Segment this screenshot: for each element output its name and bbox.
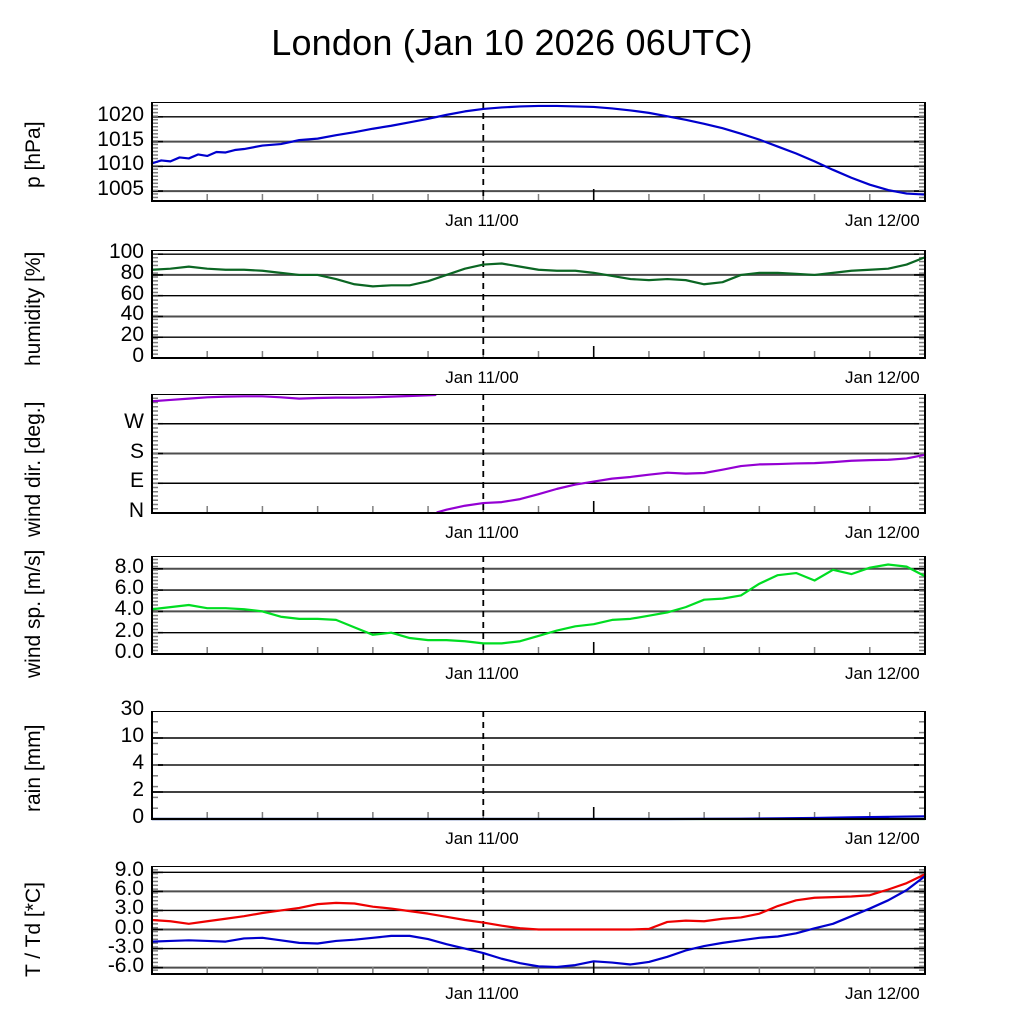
y-tick-label: 8.0 (114, 554, 144, 578)
y-tick-label: 100 (108, 240, 144, 264)
plot-wind-direction[interactable] (0, 394, 1024, 571)
series-wind-speed (150, 563, 927, 645)
y-tick-label: 2 (132, 778, 144, 801)
plot-frame (151, 394, 926, 514)
y-tick-label: 1015 (97, 127, 144, 151)
y-tick-label: N (128, 499, 144, 522)
x-tick-label: Jan 12/00 (845, 984, 920, 1003)
y-axis-label: wind dir. [deg.] (22, 401, 45, 537)
y-tick-label: 2.0 (114, 618, 144, 642)
x-tick-label: Jan 11/00 (445, 523, 519, 542)
y-tick-label: -6.0 (107, 953, 144, 977)
plot-frame (151, 556, 926, 655)
panel-rain: 0 2 4 10 30 rain [mm] Jan 11/00 Jan 12/00 (0, 697, 1024, 877)
y-tick-label: 30 (120, 697, 144, 720)
plot-frame (151, 711, 926, 820)
y-tick-label: -3.0 (107, 934, 144, 958)
panel-pressure: 1005 1010 1015 1020 p [hPa] Jan 11/00 Jan 12/0… (0, 102, 1024, 259)
y-tick-label: 10 (120, 724, 144, 747)
plot-frame (151, 866, 926, 975)
series-dewpoint (150, 875, 927, 969)
y-axis-label: wind sp. [m/s] (22, 549, 45, 678)
plot-temperature[interactable] (0, 866, 1024, 1024)
y-tick-label: S (129, 439, 144, 463)
y-tick-label: 0.0 (114, 915, 144, 939)
y-tick-label: 40 (120, 302, 144, 326)
y-axis-label: T / Td [*C] (22, 882, 45, 978)
y-tick-label: 20 (120, 323, 144, 347)
x-tick-label: Jan 12/00 (845, 211, 920, 230)
x-tick-label: Jan 12/00 (845, 523, 920, 542)
y-tick-label: 4 (132, 751, 144, 774)
plot-humidity[interactable] (0, 250, 1024, 416)
y-tick-label: 6.0 (114, 576, 144, 600)
y-tick-label: 0.0 (114, 640, 144, 663)
y-axis-label: p [hPa] (22, 121, 45, 188)
plot-rain[interactable] (0, 711, 1024, 877)
plot-frame (151, 250, 926, 359)
x-tick-label: Jan 11/00 (445, 664, 519, 683)
panel-temperature: -6.0 -3.0 0.0 3.0 6.0 9.0 T / Td [*C] Jan 11/00… (0, 858, 1024, 1024)
plot-wind-speed[interactable] (0, 556, 1024, 712)
series-temperature (150, 873, 927, 931)
panel-humidity: 0 20 40 60 80 100 humidity [%] Jan 11/00 Jan 12/… (0, 240, 1024, 416)
series-pressure (150, 104, 927, 196)
x-tick-label: Jan 11/00 (445, 211, 519, 230)
series-wind-direction-segment-1 (150, 394, 437, 403)
y-tick-label: 1020 (97, 102, 144, 126)
y-tick-label: W (124, 409, 144, 433)
y-axis-label: humidity [%] (22, 252, 45, 367)
page-title: London (Jan 10 2026 06UTC) (271, 22, 753, 63)
panel-wind-speed: 0.0 2.0 4.0 6.0 8.0 wind sp. [m/s] Jan 11/00 Ja… (0, 549, 1024, 712)
x-tick-label: Jan 12/00 (845, 829, 920, 848)
plot-pressure[interactable] (0, 102, 1024, 259)
x-tick-label: Jan 12/00 (845, 368, 920, 387)
y-tick-label: 0 (132, 344, 144, 367)
x-tick-label: Jan 11/00 (445, 368, 519, 387)
series-relative-humidity (150, 256, 927, 288)
x-tick-label: Jan 11/00 (445, 984, 519, 1003)
y-tick-label: 6.0 (114, 877, 144, 901)
y-tick-label: 9.0 (114, 858, 144, 882)
y-tick-label: 1005 (97, 177, 144, 201)
y-axis-label: rain [mm] (22, 724, 45, 812)
plot-frame (151, 102, 926, 202)
series-wind-direction-segment-2 (436, 453, 927, 514)
y-tick-label: 1010 (97, 152, 144, 176)
y-tick-label: 0 (132, 805, 144, 828)
x-tick-label: Jan 12/00 (845, 664, 920, 683)
y-tick-label: 3.0 (114, 896, 144, 920)
y-tick-label: 4.0 (114, 597, 144, 621)
x-tick-label: Jan 11/00 (445, 829, 519, 848)
y-tick-label: E (129, 469, 144, 493)
y-tick-label: 60 (120, 281, 144, 305)
y-tick-label: 80 (120, 260, 144, 284)
